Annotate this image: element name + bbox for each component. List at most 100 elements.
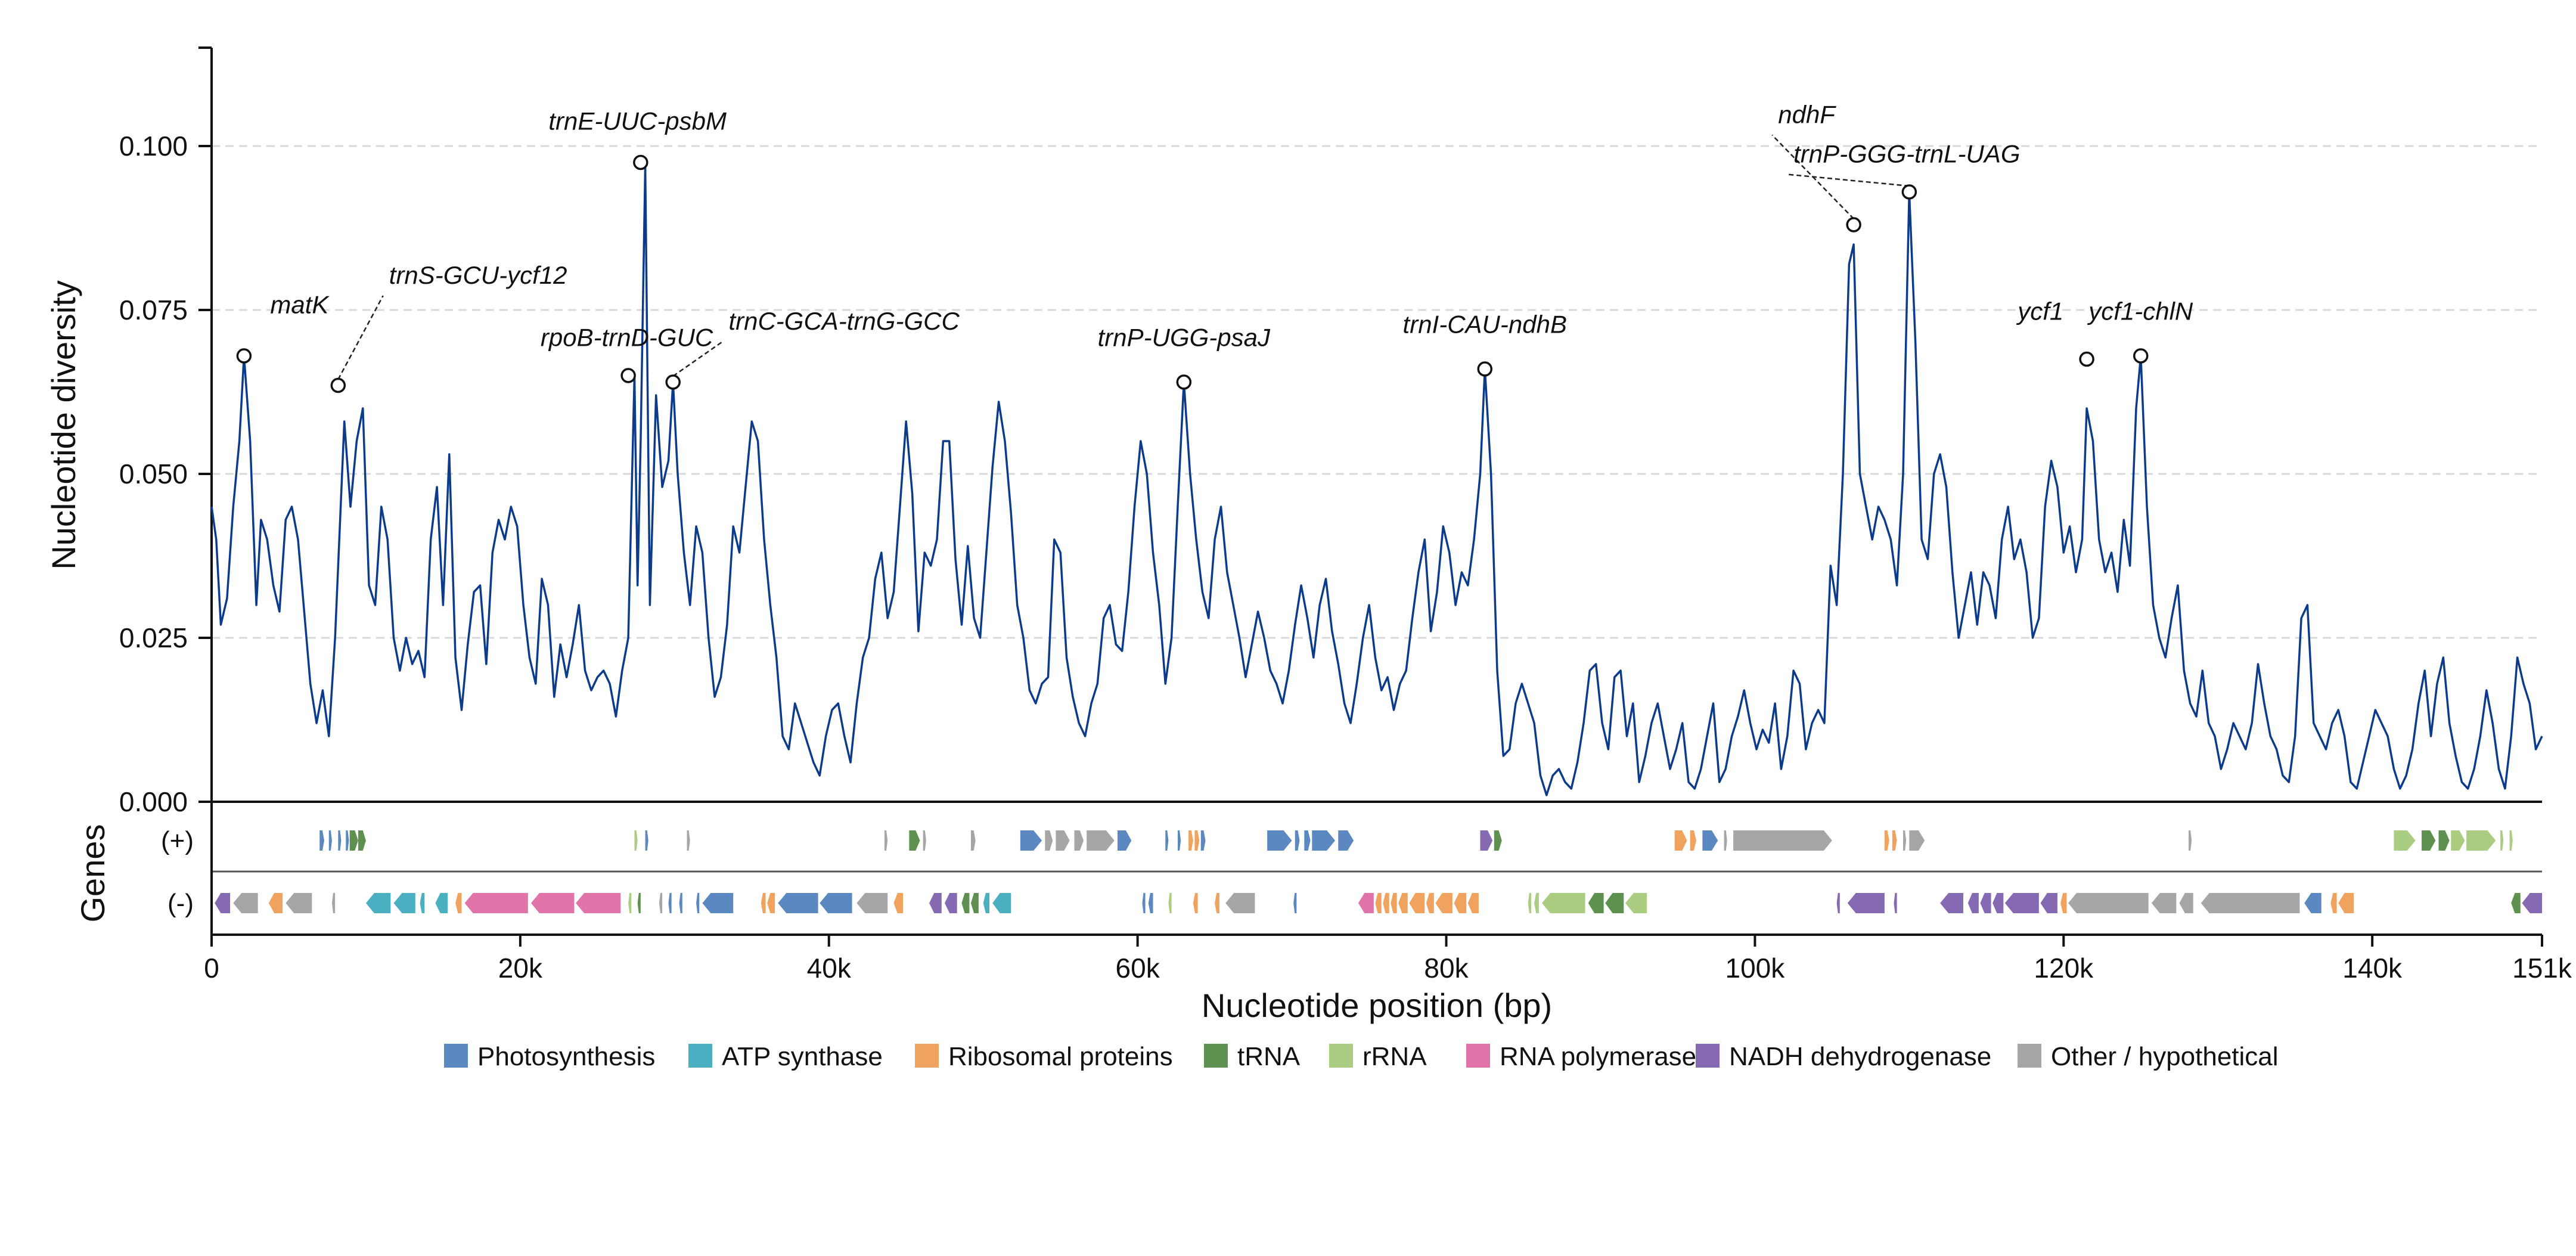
y-tick-label: 0.000 bbox=[119, 786, 188, 817]
peak-label: rpoB-trnD-GUC bbox=[541, 324, 713, 352]
gene-plus-strand bbox=[1165, 830, 1169, 851]
peak-marker bbox=[330, 377, 346, 393]
gene-minus-strand bbox=[820, 893, 852, 913]
gene-plus-strand bbox=[338, 830, 342, 851]
peak-label: trnI-CAU-ndhB bbox=[1403, 311, 1567, 339]
peak-leader-line bbox=[1787, 173, 1910, 187]
gene-minus-strand bbox=[531, 893, 575, 913]
gene-plus-strand bbox=[1177, 830, 1181, 851]
gene-minus-strand bbox=[1426, 893, 1434, 913]
legend-label: RNA polymerase bbox=[1500, 1042, 1696, 1071]
gene-minus-strand bbox=[944, 893, 957, 913]
peak-marker bbox=[633, 154, 648, 170]
gene-minus-strand bbox=[1625, 893, 1647, 913]
gene-plus-strand bbox=[1304, 830, 1311, 851]
legend-swatch bbox=[915, 1044, 939, 1068]
gene-minus-strand bbox=[1967, 893, 1979, 913]
gene-plus-strand bbox=[1892, 830, 1897, 851]
gene-minus-strand bbox=[2511, 893, 2521, 913]
gene-plus-strand bbox=[970, 830, 976, 851]
gene-plus-strand bbox=[687, 830, 690, 851]
gene-plus-strand bbox=[2422, 830, 2436, 851]
gene-plus-strand bbox=[2438, 830, 2450, 851]
gene-plus-strand bbox=[1480, 830, 1493, 851]
gene-minus-strand bbox=[1454, 893, 1467, 913]
gene-minus-strand bbox=[215, 893, 231, 913]
gene-minus-strand bbox=[637, 893, 641, 913]
legend-swatch bbox=[1696, 1044, 1720, 1068]
gene-plus-strand bbox=[2189, 830, 2192, 851]
peak-marker bbox=[1901, 184, 1917, 200]
gene-minus-strand bbox=[1605, 893, 1624, 913]
gene-minus-strand bbox=[983, 893, 990, 913]
peak-marker bbox=[1176, 374, 1192, 390]
gene-plus-strand bbox=[1884, 830, 1889, 851]
peak-label: trnP-UGG-psaJ bbox=[1098, 324, 1271, 352]
gene-minus-strand bbox=[2338, 893, 2354, 913]
legend-label: ATP synthase bbox=[722, 1042, 883, 1071]
gene-minus-strand bbox=[420, 893, 425, 913]
peak-marker bbox=[1477, 361, 1493, 377]
peak-label: matK bbox=[270, 291, 330, 319]
gene-plus-strand bbox=[1194, 830, 1200, 851]
gene-minus-strand bbox=[2068, 893, 2149, 913]
gene-minus-strand bbox=[1398, 893, 1408, 913]
x-tick-label: 40k bbox=[807, 953, 852, 984]
gene-minus-strand bbox=[702, 893, 734, 913]
legend-swatch bbox=[2018, 1044, 2041, 1068]
gene-minus-strand bbox=[2201, 893, 2300, 913]
gene-minus-strand bbox=[2004, 893, 2039, 913]
gene-plus-strand bbox=[645, 830, 648, 851]
peak-marker bbox=[2079, 351, 2094, 367]
gene-minus-strand bbox=[1847, 893, 1885, 913]
gene-minus-strand bbox=[668, 893, 672, 913]
gene-minus-strand bbox=[1435, 893, 1453, 913]
peak-label: trnE-UUC-psbM bbox=[548, 107, 727, 135]
gene-plus-strand bbox=[2394, 830, 2416, 851]
gene-minus-strand bbox=[2060, 893, 2067, 913]
gene-minus-strand bbox=[464, 893, 528, 913]
gene-minus-strand bbox=[1375, 893, 1382, 913]
gene-minus-strand bbox=[1293, 893, 1297, 913]
gene-minus-strand bbox=[970, 893, 979, 913]
legend-label: tRNA bbox=[1237, 1042, 1301, 1071]
gene-minus-strand bbox=[1980, 893, 1991, 913]
gene-minus-strand bbox=[285, 893, 312, 913]
gene-minus-strand bbox=[1215, 893, 1219, 913]
gene-plus-strand bbox=[1312, 830, 1336, 851]
gene-minus-strand bbox=[365, 893, 391, 913]
peak-marker bbox=[2133, 348, 2149, 364]
gene-plus-strand bbox=[1733, 830, 1832, 851]
axes: 0.000 0.025 0.050 0.075 0.100 0 20k 40k 60k 80k 10… bbox=[119, 46, 2572, 984]
gene-minus-strand bbox=[2179, 893, 2193, 913]
gene-plus-strand bbox=[1724, 830, 1727, 851]
peak-label: ycf1 bbox=[2016, 297, 2063, 325]
peak-label: trnC-GCA-trnG-GCC bbox=[728, 307, 960, 335]
gene-minus-strand bbox=[778, 893, 818, 913]
gene-minus-strand bbox=[1358, 893, 1374, 913]
peak-marker bbox=[236, 348, 252, 364]
peak-label: trnS-GCU-ycf12 bbox=[389, 261, 567, 289]
gene-minus-strand bbox=[628, 893, 632, 913]
gene-minus-strand bbox=[268, 893, 283, 913]
gene-minus-strand bbox=[435, 893, 448, 913]
x-tick-label: 0 bbox=[204, 953, 219, 984]
x-tick-label: 120k bbox=[2034, 953, 2094, 984]
gene-plus-strand bbox=[1295, 830, 1300, 851]
gene-minus-strand bbox=[929, 893, 942, 913]
legend-swatch bbox=[1329, 1044, 1353, 1068]
gene-plus-strand bbox=[2466, 830, 2496, 851]
gene-minus-strand bbox=[1168, 893, 1172, 913]
x-tick-label: 80k bbox=[1424, 953, 1469, 984]
gene-minus-strand bbox=[1534, 893, 1539, 913]
gene-minus-strand bbox=[1225, 893, 1255, 913]
gene-plus-strand bbox=[1267, 830, 1292, 851]
gene-minus-strand bbox=[893, 893, 904, 913]
gene-minus-strand bbox=[696, 893, 700, 913]
gene-minus-strand bbox=[856, 893, 888, 913]
peak-leader-line bbox=[337, 295, 384, 380]
gene-plus-strand bbox=[1087, 830, 1115, 851]
peak-marker bbox=[665, 374, 681, 390]
gene-plus-strand bbox=[1909, 830, 1925, 851]
legend-label: Ribosomal proteins bbox=[948, 1042, 1173, 1071]
